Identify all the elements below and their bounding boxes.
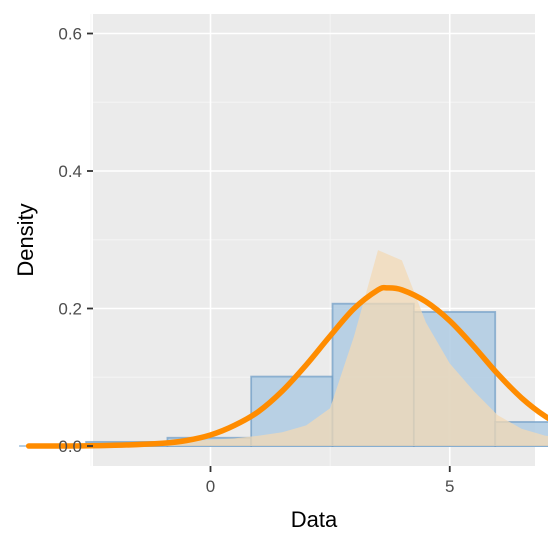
kernel-density-area: [28, 250, 548, 446]
density-curve-line: [25, 284, 548, 449]
y-tick-label: 0.4: [58, 162, 82, 181]
y-axis-title: Density: [13, 203, 38, 276]
x-tick-label: 5: [445, 477, 454, 496]
y-tick-label: 0.0: [58, 437, 82, 456]
x-axis-title: Data: [291, 507, 338, 532]
y-tick-label: 0.2: [58, 300, 82, 319]
tick-labels: −505100.00.20.40.6: [58, 25, 454, 497]
y-tick-label: 0.6: [58, 25, 82, 44]
axis-ticks: [87, 32, 451, 472]
x-tick-label: 0: [206, 477, 215, 496]
